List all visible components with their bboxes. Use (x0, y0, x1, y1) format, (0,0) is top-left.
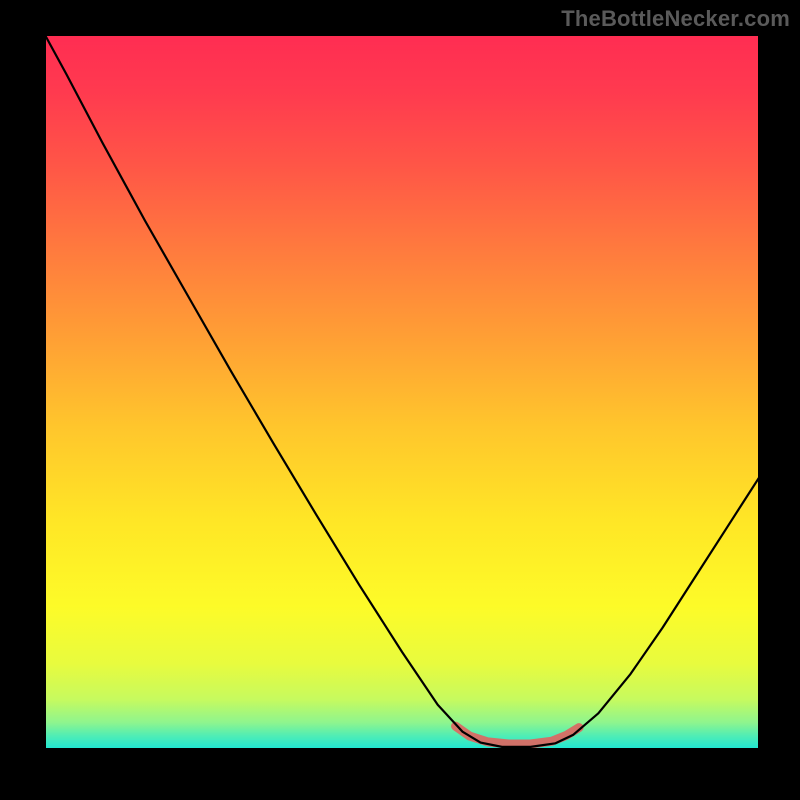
chart-svg (0, 0, 800, 800)
watermark-text: TheBottleNecker.com (561, 6, 790, 32)
bottleneck-chart: TheBottleNecker.com (0, 0, 800, 800)
